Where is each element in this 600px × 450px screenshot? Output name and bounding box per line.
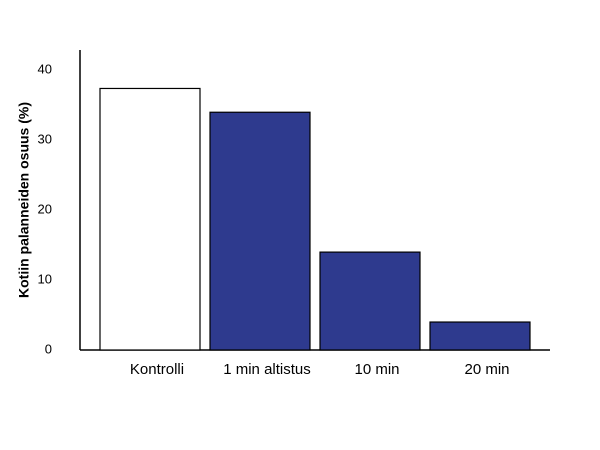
y-tick-label: 0 xyxy=(45,341,52,356)
bar xyxy=(209,111,311,351)
y-axis-label: Kotiin palanneiden osuus (%) xyxy=(16,102,32,298)
x-tick-label: 20 min xyxy=(464,361,509,378)
x-tick-label: 10 min xyxy=(354,361,399,378)
x-tick-label: 1 min altistus xyxy=(223,361,311,378)
y-tick-label: 40 xyxy=(38,62,52,77)
y-tick-label: 10 xyxy=(38,272,52,287)
x-tick-label: Kontrolli xyxy=(130,361,184,378)
bar xyxy=(99,87,201,351)
bar xyxy=(429,321,531,351)
bar xyxy=(319,251,421,351)
y-tick-label: 30 xyxy=(38,132,52,147)
y-tick-label: 20 xyxy=(38,202,52,217)
